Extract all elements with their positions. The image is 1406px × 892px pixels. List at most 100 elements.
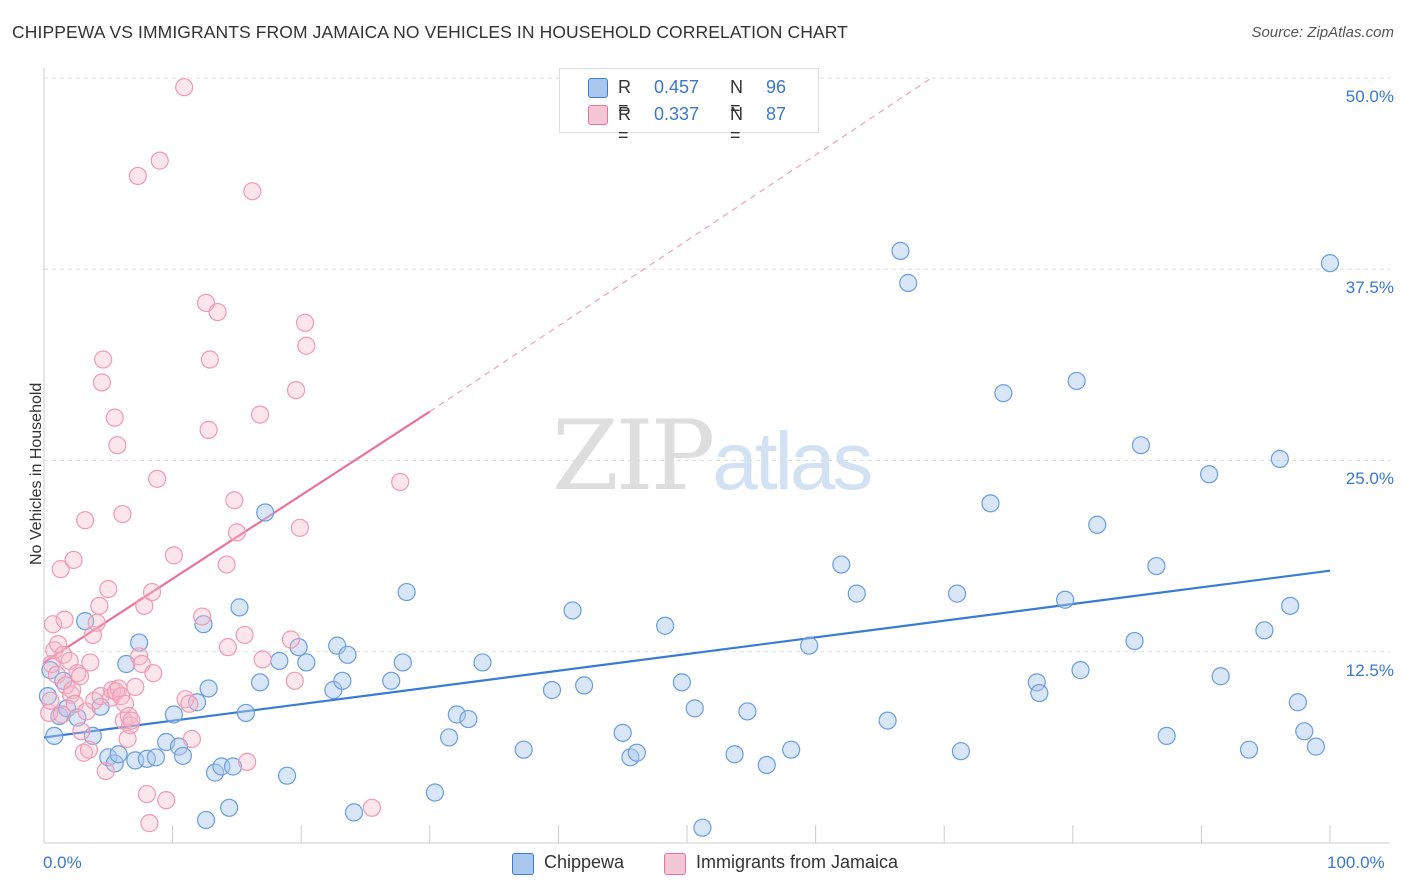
data-point-chippewa <box>1211 667 1230 686</box>
data-point-chippewa <box>173 746 192 765</box>
data-point-jamaica <box>297 336 316 355</box>
data-point-chippewa <box>328 636 347 655</box>
data-point-jamaica <box>41 691 60 710</box>
data-point-chippewa <box>473 653 492 672</box>
data-point-chippewa <box>397 582 416 602</box>
data-point-chippewa <box>1027 673 1046 692</box>
data-point-chippewa <box>187 693 207 712</box>
legend-swatch-pink <box>588 105 608 125</box>
legend-r-value: 0.457 <box>654 77 700 97</box>
trend-line-jamaica <box>43 410 431 664</box>
data-point-chippewa <box>947 584 967 603</box>
data-point-jamaica <box>113 504 132 524</box>
y-tick-label: 12.5% <box>1345 661 1394 680</box>
data-point-chippewa <box>994 384 1013 403</box>
data-point-chippewa <box>130 633 149 652</box>
data-point-jamaica <box>148 469 167 488</box>
data-point-chippewa <box>109 745 128 764</box>
data-point-chippewa <box>1239 740 1259 759</box>
data-point-jamaica <box>285 671 304 690</box>
data-point-jamaica <box>99 579 118 599</box>
data-point-jamaica <box>52 705 72 724</box>
data-point-jamaica <box>208 302 227 322</box>
data-point-chippewa <box>459 709 478 729</box>
watermark-zip: ZIP <box>552 400 715 512</box>
data-point-chippewa <box>1157 726 1176 746</box>
legend-n-value: 96 <box>766 77 787 97</box>
data-point-jamaica <box>74 743 93 762</box>
data-point-chippewa <box>76 612 95 631</box>
data-point-chippewa <box>1295 722 1314 741</box>
data-point-jamaica <box>199 420 218 439</box>
data-point-chippewa <box>199 679 218 698</box>
bottom-legend-swatch-blue <box>512 853 534 875</box>
data-point-jamaica <box>68 664 87 683</box>
data-point-chippewa <box>45 726 64 746</box>
data-point-chippewa <box>1320 254 1340 273</box>
data-point-jamaica <box>250 405 270 424</box>
data-point-chippewa <box>1281 596 1300 615</box>
data-point-jamaica <box>118 729 137 749</box>
data-point-chippewa <box>738 702 757 721</box>
data-point-jamaica <box>182 729 201 749</box>
data-point-jamaica <box>281 630 301 649</box>
data-point-chippewa <box>223 757 243 776</box>
data-point-jamaica <box>128 166 147 186</box>
data-point-chippewa <box>126 751 145 770</box>
legend-n-value: 87 <box>766 104 787 124</box>
data-point-chippewa <box>1088 515 1107 534</box>
data-point-jamaica <box>217 555 236 574</box>
y-tick-label: 50.0% <box>1345 87 1394 106</box>
data-point-chippewa <box>627 743 646 762</box>
data-point-chippewa <box>613 723 632 742</box>
data-point-chippewa <box>891 241 910 260</box>
data-point-jamaica <box>90 596 109 615</box>
correlation-legend: R = 0.457 N = 96 R = 0.337 N = 87 <box>559 68 819 145</box>
data-point-jamaica <box>164 546 183 565</box>
y-axis-label: No Vehicles in Household <box>28 382 45 565</box>
data-point-chippewa <box>514 740 533 759</box>
source-credit: Source: ZipAtlas.com <box>1251 24 1394 41</box>
data-point-chippewa <box>1131 436 1151 455</box>
data-point-jamaica <box>180 694 199 713</box>
legend-n-key: N = <box>730 104 743 145</box>
data-point-chippewa <box>1067 371 1086 391</box>
data-point-chippewa <box>68 708 87 727</box>
data-point-chippewa <box>220 798 239 817</box>
data-point-jamaica <box>150 151 169 170</box>
data-point-chippewa <box>1270 449 1289 469</box>
data-point-chippewa <box>146 748 165 767</box>
data-point-jamaica <box>55 610 74 629</box>
data-point-jamaica <box>200 350 219 369</box>
axis-layer <box>43 68 1390 844</box>
data-point-chippewa <box>1147 556 1166 576</box>
data-point-jamaica <box>70 667 90 686</box>
data-point-chippewa <box>1030 683 1049 703</box>
data-point-jamaica <box>49 634 68 654</box>
data-point-chippewa <box>83 726 102 746</box>
bottom-legend-label: Immigrants from Jamaica <box>696 852 899 872</box>
points-layer <box>38 78 1340 837</box>
legend-n-key: N = <box>730 77 743 118</box>
data-point-chippewa <box>981 494 1000 513</box>
data-point-chippewa <box>137 749 156 768</box>
data-point-chippewa <box>1055 590 1075 609</box>
data-point-jamaica <box>243 182 262 201</box>
y-tick-label: 25.0% <box>1345 469 1394 488</box>
data-point-jamaica <box>108 436 127 455</box>
trend-line-jamaica-extension <box>429 77 932 413</box>
legend-r-key: R = <box>618 104 631 145</box>
data-point-chippewa <box>1200 465 1219 484</box>
data-point-chippewa <box>230 598 249 617</box>
data-point-jamaica <box>235 625 254 645</box>
data-point-jamaica <box>295 313 315 332</box>
data-point-chippewa <box>693 818 712 837</box>
data-point-jamaica <box>87 613 106 632</box>
data-point-chippewa <box>832 555 851 574</box>
data-point-jamaica <box>144 664 163 683</box>
data-point-jamaica <box>105 408 124 427</box>
data-point-chippewa <box>1071 661 1090 680</box>
data-point-jamaica <box>225 491 244 510</box>
data-point-chippewa <box>757 755 776 775</box>
data-point-jamaica <box>96 761 115 781</box>
